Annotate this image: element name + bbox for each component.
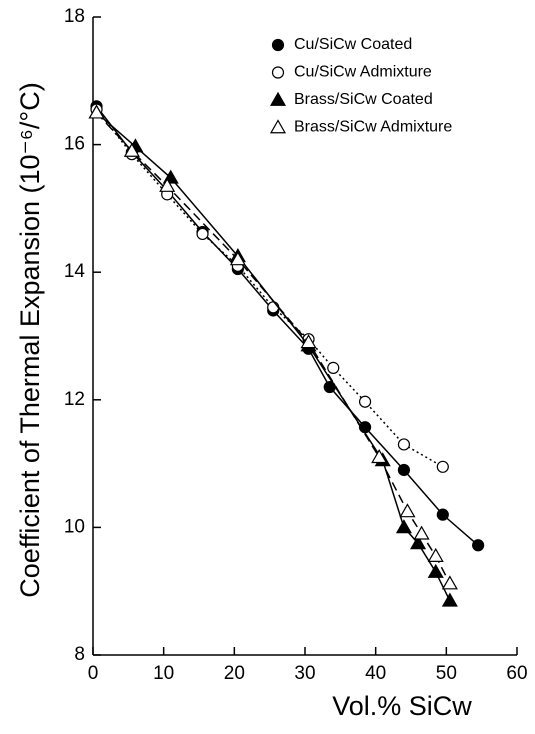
x-axis-label: Vol.% SiCw xyxy=(332,691,472,721)
data-point xyxy=(472,539,485,552)
data-point xyxy=(358,395,372,408)
data-point xyxy=(123,142,140,157)
data-point xyxy=(427,563,444,578)
data-point xyxy=(196,227,209,241)
data-point xyxy=(413,525,430,540)
series-line xyxy=(95,109,444,468)
x-tick-label: 0 xyxy=(88,663,99,684)
data-point xyxy=(267,301,280,314)
y-tick-label: 14 xyxy=(64,261,86,282)
legend-text: Brass/SiCw Admixture xyxy=(294,119,452,136)
y-tick-label: 16 xyxy=(64,134,85,155)
data-point xyxy=(229,251,246,266)
data-point xyxy=(441,592,458,607)
data-point xyxy=(441,575,458,590)
data-point xyxy=(300,334,317,349)
series-line xyxy=(96,112,451,602)
y-tick-label: 12 xyxy=(64,389,85,410)
data-point xyxy=(327,361,340,374)
data-point xyxy=(436,460,449,473)
legend-text: Brass/SiCw Coated xyxy=(294,91,433,108)
series-line xyxy=(95,112,451,584)
series-line xyxy=(95,105,479,546)
y-tick-label: 18 xyxy=(64,6,85,27)
x-tick-label: 30 xyxy=(294,663,315,684)
legend-marker xyxy=(269,119,287,134)
legend-text: Cu/SiCw Coated xyxy=(294,36,412,53)
y-axis-label: Coefficient of Thermal Expansion (10⁻⁶/°… xyxy=(15,82,45,597)
legend-marker xyxy=(271,66,285,79)
data-point xyxy=(88,104,105,119)
data-point xyxy=(410,535,427,550)
data-point xyxy=(427,547,444,562)
data-point xyxy=(436,508,449,521)
data-point xyxy=(395,519,412,534)
x-tick-label: 20 xyxy=(224,663,245,684)
data-point xyxy=(159,177,176,192)
x-tick-label: 50 xyxy=(436,663,457,684)
data-point xyxy=(397,463,411,477)
y-tick-label: 8 xyxy=(74,644,85,665)
legend-marker xyxy=(271,38,285,52)
x-tick-label: 40 xyxy=(365,663,386,684)
legend-marker xyxy=(269,91,287,106)
data-point xyxy=(371,449,388,464)
legend-text: Cu/SiCw Admixture xyxy=(294,64,432,81)
y-tick-label: 10 xyxy=(64,516,85,537)
x-tick-label: 60 xyxy=(506,663,527,684)
x-tick-label: 10 xyxy=(153,663,174,684)
data-point xyxy=(397,438,411,451)
data-point xyxy=(399,503,416,518)
